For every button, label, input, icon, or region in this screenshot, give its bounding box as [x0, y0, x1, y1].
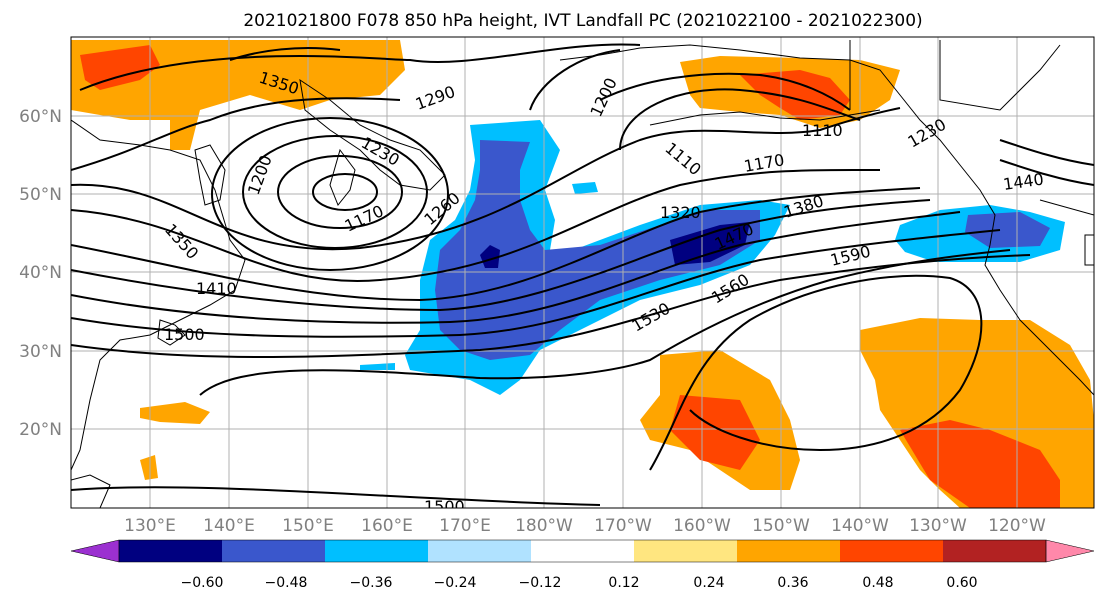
- colorbar-tick-label: −0.60: [181, 575, 224, 591]
- colorbar-tick-label: 0.12: [608, 575, 639, 591]
- colorbar-tick-label: −0.36: [350, 575, 393, 591]
- map-panel: 1350 1290 1230 1200 1200 1170 1110 1110 …: [71, 37, 1094, 516]
- map-frame: [70, 36, 1095, 509]
- lat-label: 50°N: [19, 185, 62, 205]
- lon-label: 160°W: [673, 516, 731, 536]
- lon-label: 140°W: [831, 516, 889, 536]
- colorbar-tick-label: −0.24: [434, 575, 477, 591]
- colorbar-segment: [531, 540, 635, 562]
- colorbar-extend-max: [1045, 539, 1095, 563]
- height-contours: [71, 43, 1094, 506]
- lon-label: 150°E: [282, 516, 334, 536]
- colorbar-segment: [119, 540, 223, 562]
- contour-label: 1320: [660, 203, 701, 222]
- colorbar-segment: [840, 540, 944, 562]
- lon-label: 170°W: [594, 516, 652, 536]
- lon-label: 140°E: [203, 516, 255, 536]
- latitude-labels: 60°N 50°N 40°N 30°N 20°N: [19, 107, 62, 440]
- lon-label: 130°W: [909, 516, 967, 536]
- colorbar-tick-label: 0.48: [862, 575, 893, 591]
- lat-label: 60°N: [19, 107, 62, 127]
- colorbar-segment: [428, 540, 532, 562]
- colorbar-tick-label: 0.24: [693, 575, 724, 591]
- lon-label: 160°E: [361, 516, 413, 536]
- colorbar-segment: [943, 540, 1047, 562]
- map-title: 2021021800 F078 850 hPa height, IVT Land…: [243, 11, 922, 31]
- lat-label: 30°N: [19, 342, 62, 362]
- lon-label: 130°E: [124, 516, 176, 536]
- lon-label: 150°W: [752, 516, 810, 536]
- lat-label: 20°N: [19, 420, 62, 440]
- lon-label: 120°W: [988, 516, 1046, 536]
- contour-label: 1410: [196, 279, 237, 298]
- contour-label: 1500: [164, 325, 205, 344]
- colorbar-extend-min: [70, 539, 120, 563]
- positive-ivt-pc-shading: [71, 40, 1094, 508]
- colorbar-outline: [118, 539, 1047, 563]
- lat-label: 40°N: [19, 263, 62, 283]
- colorbar-segment: [325, 540, 429, 562]
- colorbar-tick-label: 0.36: [777, 575, 808, 591]
- lon-label: 180°W: [515, 516, 573, 536]
- contour-label: 1110: [802, 121, 843, 140]
- colorbar-tick-label: 0.60: [946, 575, 977, 591]
- coastlines: [71, 40, 1094, 508]
- colorbar-ticks: −0.60 −0.48 −0.36 −0.24 −0.12 0.12 0.24 …: [181, 575, 978, 591]
- colorbar-tick-label: −0.12: [519, 575, 562, 591]
- colorbar: [70, 539, 1095, 563]
- lon-label: 170°E: [439, 516, 491, 536]
- colorbar-tick-label: −0.48: [265, 575, 308, 591]
- longitude-labels: 130°E 140°E 150°E 160°E 170°E 180°W 170°…: [124, 516, 1046, 536]
- colorbar-segment: [737, 540, 841, 562]
- contour-label: 1500: [424, 497, 465, 516]
- graticule: [71, 37, 1094, 508]
- colorbar-segment: [634, 540, 738, 562]
- colorbar-segment: [222, 540, 326, 562]
- negative-ivt-pc-shading: [360, 120, 1065, 395]
